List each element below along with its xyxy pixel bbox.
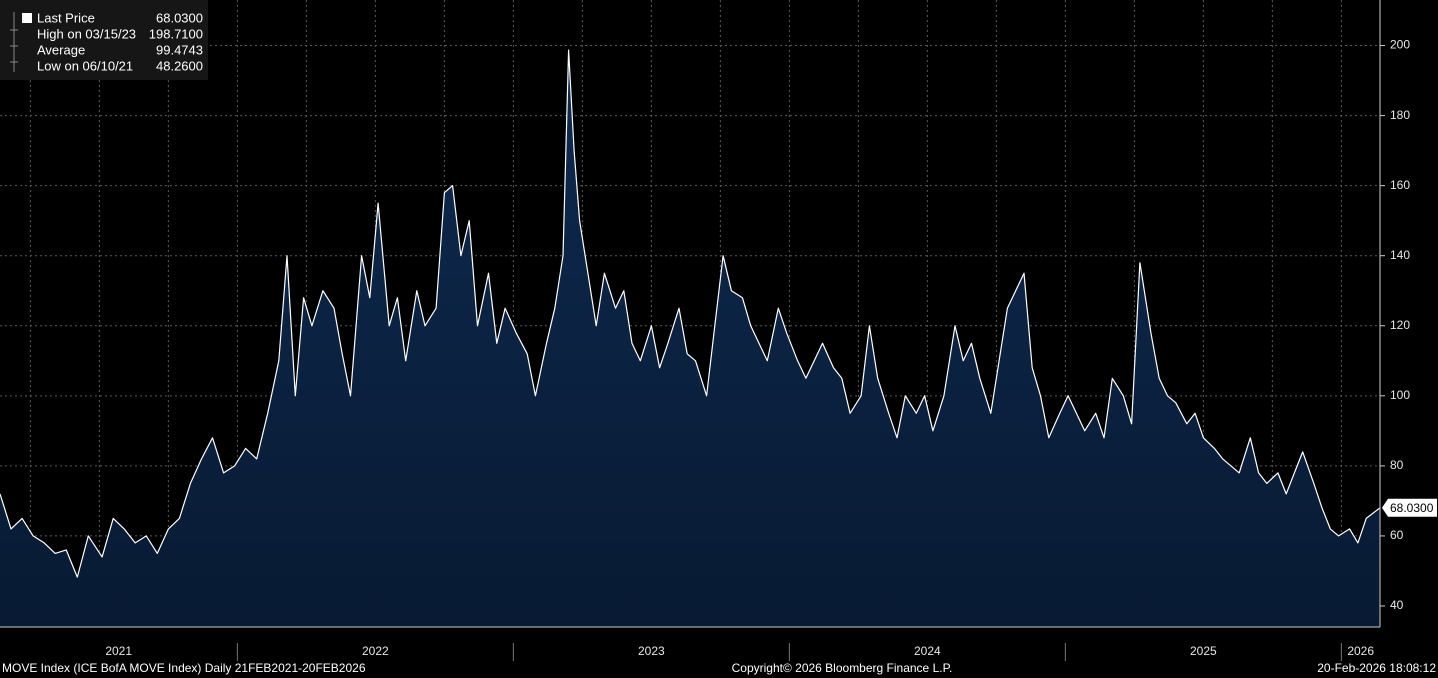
x-tick-label: 2024 bbox=[914, 644, 941, 658]
y-tick-label: 60 bbox=[1390, 528, 1404, 542]
footer-right: 20-Feb-2026 18:08:12 bbox=[1317, 661, 1436, 675]
y-tick-label: 200 bbox=[1390, 38, 1410, 52]
y-tick-label: 180 bbox=[1390, 108, 1410, 122]
legend-swatch bbox=[22, 13, 32, 23]
legend-value: 48.2600 bbox=[156, 58, 203, 73]
legend-box bbox=[0, 0, 208, 80]
last-price-label: 68.0300 bbox=[1390, 501, 1434, 515]
legend-label: Low on 06/10/21 bbox=[37, 58, 133, 73]
axes: 40 60 80 100 120 140 160 180 200 2021 2022 2023 2024… bbox=[0, 0, 1437, 661]
y-tick-label: 120 bbox=[1390, 318, 1410, 332]
y-tick-label: 160 bbox=[1390, 178, 1410, 192]
x-tick-label: 2025 bbox=[1190, 644, 1217, 658]
legend-label: High on 03/15/23 bbox=[37, 26, 136, 41]
y-tick-label: 80 bbox=[1390, 458, 1404, 472]
x-tick-label: 2026 bbox=[1347, 644, 1374, 658]
footer-center: Copyright© 2026 Bloomberg Finance L.P. bbox=[732, 661, 953, 675]
y-tick-label: 140 bbox=[1390, 248, 1410, 262]
line bbox=[0, 49, 1381, 578]
plot bbox=[0, 49, 1381, 628]
legend-label: Last Price bbox=[37, 10, 95, 25]
legend-tree bbox=[10, 12, 18, 72]
legend: Last Price 68.0300 High on 03/15/23 198.… bbox=[0, 0, 208, 80]
legend-label: Average bbox=[37, 42, 85, 57]
x-tick-label: 2023 bbox=[638, 644, 665, 658]
y-tick-label: 40 bbox=[1390, 598, 1404, 612]
x-tick-label: 2021 bbox=[105, 644, 132, 658]
footer-left: MOVE Index (ICE BofA MOVE Index) Daily 2… bbox=[2, 661, 366, 675]
area bbox=[0, 50, 1380, 628]
legend-value: 198.7100 bbox=[149, 26, 203, 41]
last-price-tag bbox=[1382, 498, 1437, 517]
x-tick-label: 2022 bbox=[362, 644, 389, 658]
legend-value: 99.4743 bbox=[156, 42, 203, 57]
y-tick-label: 100 bbox=[1390, 388, 1410, 402]
legend-value: 68.0300 bbox=[156, 10, 203, 25]
